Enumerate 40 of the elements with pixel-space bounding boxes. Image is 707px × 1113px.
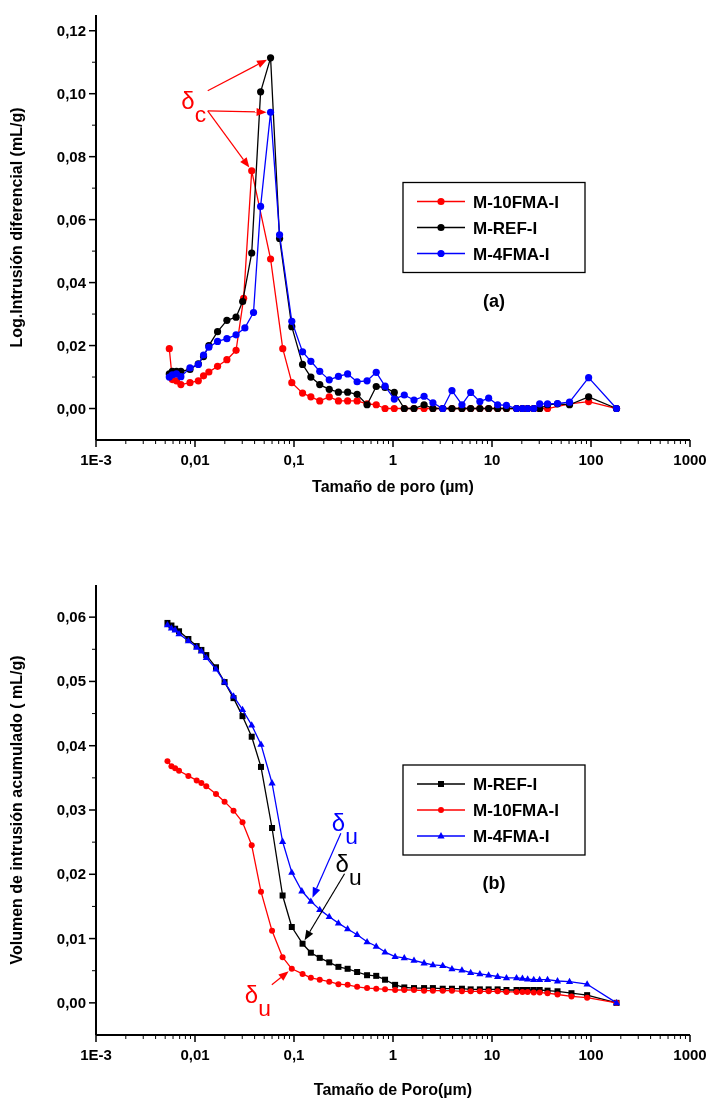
y-tick-label: 0,02	[56, 865, 86, 883]
legend-label: M-4FMA-I	[473, 244, 550, 264]
legend-label: M-REF-I	[473, 218, 538, 238]
y-tick-label: 0,06	[56, 608, 86, 626]
legend-label: M-10FMA-I	[473, 801, 559, 820]
y-tick-label: 0,01	[56, 929, 86, 947]
x-axis-title: Tamaño de poro (µm)	[312, 478, 474, 495]
x-tick-label: 100	[578, 451, 604, 468]
x-tick-label: 10	[483, 451, 501, 468]
x-tick-label: 0,1	[283, 1046, 305, 1063]
annotation: (a)	[483, 290, 505, 311]
legend-label: M-10FMA-I	[473, 192, 559, 212]
annotation: (b)	[482, 873, 506, 893]
y-tick-label: 0,05	[56, 672, 86, 690]
y-tick-label: 0,03	[56, 801, 86, 818]
x-axis-title: Tamaño de Poro(µm)	[313, 1081, 473, 1098]
y-axis-title: Volumen de intrusión acumulado ( mL/g)	[8, 655, 25, 965]
legend-label: M-4FMA-I	[473, 827, 550, 846]
x-tick-label: 1000	[673, 1046, 707, 1063]
y-tick-label: 0,06	[56, 210, 86, 228]
x-tick-label: 10	[483, 1046, 501, 1063]
legend-label: M-REF-I	[473, 775, 538, 794]
x-tick-label: 1	[388, 1046, 398, 1063]
y-tick-label: 0,00	[56, 993, 86, 1011]
x-tick-label: 1000	[673, 451, 707, 468]
y-tick-label: 0,10	[56, 84, 86, 102]
y-axis-title: Log.Intrusión diferencial (mL/g)	[8, 107, 25, 348]
y-tick-label: 0,08	[56, 147, 86, 165]
y-tick-label: 0,04	[56, 273, 87, 291]
y-tick-label: 0,00	[56, 399, 86, 417]
x-tick-label: 0,01	[180, 451, 210, 468]
y-tick-label: 0,02	[56, 336, 86, 354]
x-tick-label: 1E-3	[80, 1046, 112, 1063]
x-tick-label: 0,1	[283, 451, 305, 468]
y-tick-label: 0,04	[56, 736, 87, 754]
x-tick-label: 0,01	[180, 1046, 210, 1063]
x-tick-label: 1E-3	[80, 451, 112, 468]
y-tick-label: 0,12	[56, 21, 86, 39]
x-tick-label: 1	[388, 451, 398, 468]
x-tick-label: 100	[578, 1046, 604, 1063]
